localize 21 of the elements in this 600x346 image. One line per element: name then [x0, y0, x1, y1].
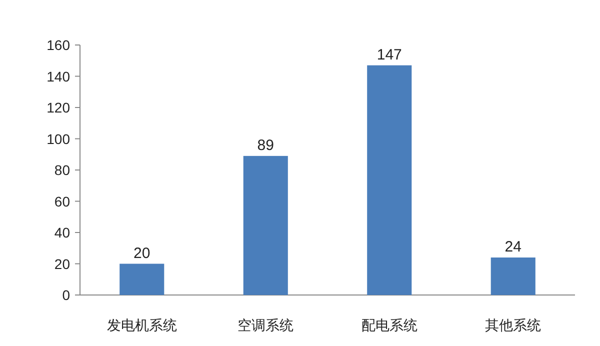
bar	[243, 156, 288, 295]
x-tick-label: 配电系统	[361, 317, 418, 333]
y-tick-label: 120	[46, 100, 70, 116]
y-tick-label: 100	[46, 130, 70, 147]
data-label: 147	[376, 46, 402, 64]
data-label: 89	[257, 136, 274, 154]
data-label: 20	[134, 244, 150, 262]
x-tick-label: 发电机系统	[106, 317, 177, 333]
y-tick-label: 140	[46, 68, 70, 84]
y-tick-label: 60	[54, 193, 70, 210]
data-label: 24	[504, 238, 522, 256]
y-tick-label: 40	[54, 224, 70, 240]
y-tick-label: 160	[46, 37, 70, 53]
bar	[120, 264, 164, 295]
bar	[367, 65, 412, 295]
x-tick-label: 其他系统	[485, 317, 542, 333]
bar	[490, 258, 536, 295]
y-tick-label: 20	[54, 256, 70, 272]
y-tick-label: 0	[62, 287, 70, 303]
y-tick-label: 80	[54, 162, 70, 178]
x-tick-label: 空调系统	[238, 317, 294, 333]
